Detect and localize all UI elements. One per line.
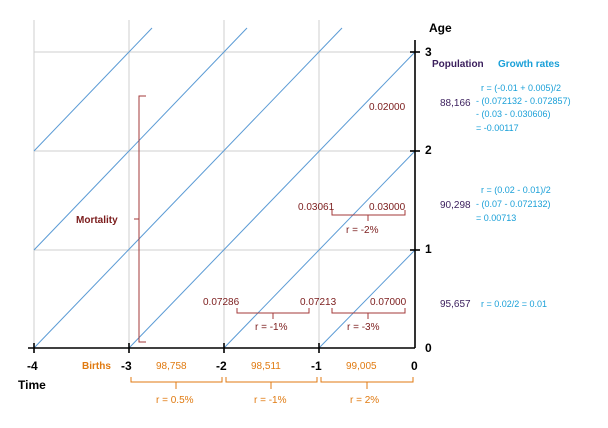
births-value-2: 98,511 — [251, 361, 281, 372]
growth-formula-2-3-line-4: = -0.00117 — [476, 123, 519, 133]
mortality-rate-mid-right: 0.03000 — [369, 202, 406, 213]
growth-formula-0-1: r = 0.02/2 = 0.01 — [481, 299, 547, 309]
cohort-growth-mid: r = -2% — [346, 225, 379, 236]
mortality-rate-low-left: 0.07286 — [203, 297, 240, 308]
mortality-rate-mid-left: 0.03061 — [298, 202, 335, 213]
births-value-3: 99,005 — [346, 361, 377, 372]
age-tick-3: 3 — [425, 45, 432, 59]
time-tick-minus-2: -2 — [216, 359, 227, 373]
time-axis-label: Time — [18, 378, 46, 392]
growth-formula-1-2-line-3: = 0.00713 — [476, 213, 516, 223]
age-tick-1: 1 — [425, 242, 432, 256]
cohort-growth-low-right: r = -3% — [347, 322, 380, 333]
births-rate-2: r = -1% — [254, 395, 287, 406]
births-brackets — [130, 377, 414, 389]
lifelines — [33, 27, 416, 349]
time-tick-minus-4: -4 — [27, 359, 38, 373]
mortality-rate-low-mid: 0.07213 — [300, 297, 337, 308]
population-age-1-2: 90,298 — [440, 200, 471, 211]
population-age-2-3: 88,166 — [440, 98, 471, 109]
mortality-rate-low-right: 0.07000 — [370, 297, 407, 308]
mortality-rate-top: 0.02000 — [369, 102, 406, 113]
age-axis-label: Age — [429, 21, 452, 35]
births-label: Births — [82, 361, 111, 372]
growth-formula-2-3-line-3: - (0.03 - 0.030606) — [476, 109, 551, 119]
mortality-label: Mortality — [76, 215, 118, 226]
growth-formula-1-2-line-2: - (0.07 - 0.072132) — [476, 199, 551, 209]
time-tick-minus-3: -3 — [121, 359, 132, 373]
mortality-bracket — [134, 95, 146, 343]
growth-formula-1-2-line-1: r = (0.02 - 0.01)/2 — [481, 185, 551, 195]
population-header: Population — [432, 59, 484, 70]
cohort-brackets — [236, 210, 406, 319]
growth-formula-2-3-line-1: r = (-0.01 + 0.005)/2 — [481, 83, 561, 93]
time-tick-0: 0 — [411, 359, 418, 373]
age-tick-0: 0 — [425, 341, 432, 355]
axes — [28, 40, 420, 353]
growth-formula-2-3-line-2: - (0.072132 - 0.072857) — [476, 96, 571, 106]
age-tick-2: 2 — [425, 143, 432, 157]
growth-rates-header: Growth rates — [498, 59, 560, 70]
population-age-0-1: 95,657 — [440, 299, 471, 310]
births-value-1: 98,758 — [156, 361, 187, 372]
births-rate-1: r = 0.5% — [156, 395, 194, 406]
births-rate-3: r = 2% — [350, 395, 379, 406]
time-tick-minus-1: -1 — [311, 359, 322, 373]
cohort-growth-low-left: r = -1% — [255, 322, 288, 333]
grid — [33, 20, 415, 348]
